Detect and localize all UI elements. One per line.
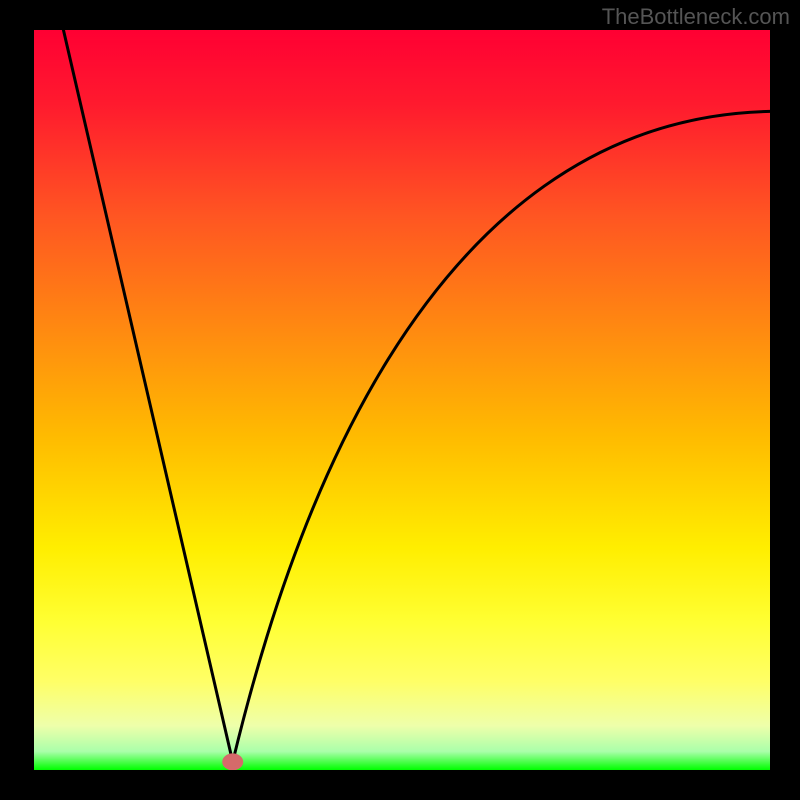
attribution-text: TheBottleneck.com (602, 4, 790, 30)
chart-container: TheBottleneck.com (0, 0, 800, 800)
minimum-marker (223, 754, 243, 770)
v-curve (63, 30, 770, 762)
curve-layer (34, 30, 770, 770)
plot-area (34, 30, 770, 770)
